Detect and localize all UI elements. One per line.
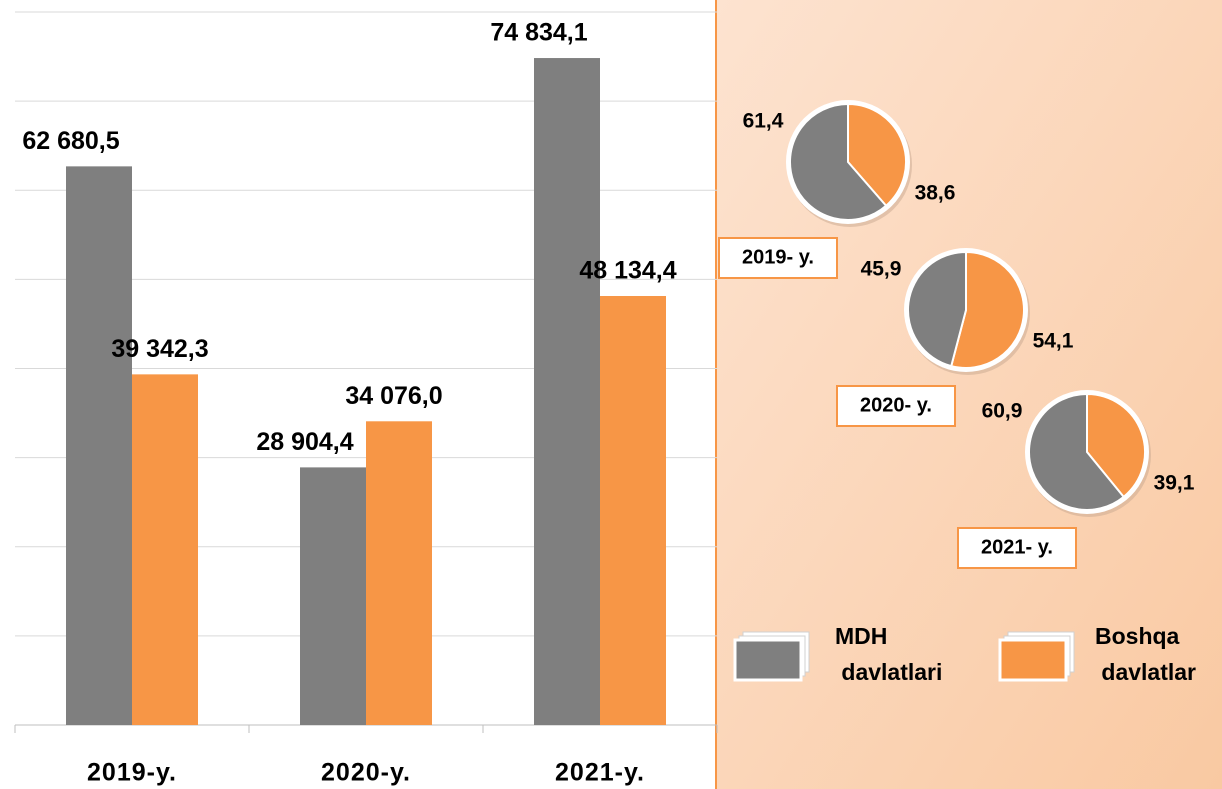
bar [366,421,432,725]
data-label: 60,9 [982,400,1023,423]
data-label: 34 076,0 [345,382,442,410]
pie-slice [1086,392,1146,499]
data-label: 38,6 [915,182,956,205]
bar [132,374,198,725]
data-label: 74 834,1 [490,19,587,47]
pie-slice [950,250,1025,369]
data-label: 45,9 [861,258,902,281]
data-label: 39,1 [1154,472,1195,495]
data-label: 61,4 [743,110,784,133]
legend-label: Boshqa davlatlar [1095,623,1196,685]
data-label: 62 680,5 [22,127,119,155]
pie-title-box [957,527,1077,569]
pie-slice [789,102,888,221]
x-tick-label: 2021-y. [555,759,645,787]
pie-title: 2019- y. [742,246,814,268]
x-tick-label: 2020-y. [321,759,411,787]
data-label: 48 134,4 [579,257,676,285]
legend-swatch [998,638,1068,682]
pie-title-box [718,237,838,279]
pie-slice [1028,392,1126,511]
pie-slice [907,250,967,368]
data-label: 54,1 [1033,330,1074,353]
pie-title: 2020- y. [860,394,932,416]
legend-label: MDH davlatlari [835,623,942,685]
data-label: 39 342,3 [111,335,208,363]
bar [600,296,666,725]
bar [534,58,600,726]
x-tick-label: 2019-y. [87,759,177,787]
bar [66,166,132,725]
pie-slice [847,102,907,208]
data-label: 28 904,4 [256,428,353,456]
pie-title: 2021- y. [981,536,1053,558]
legend-swatch [733,638,803,682]
bar [300,467,366,725]
pie-title-box [836,385,956,427]
